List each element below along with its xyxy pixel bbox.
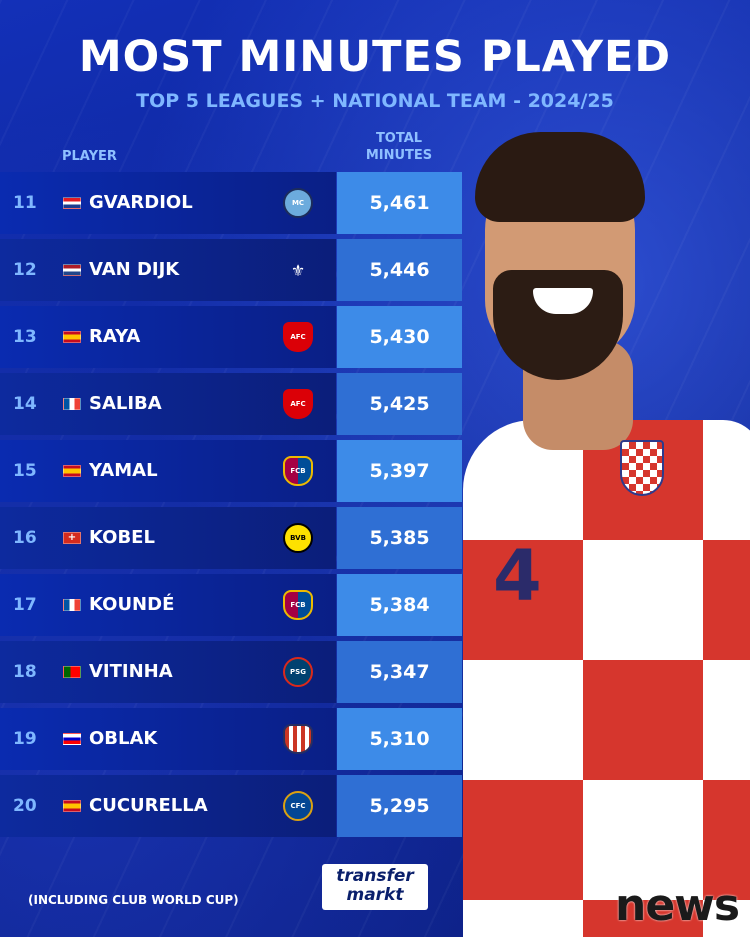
row-player-cell: 14 SALIBA AFC: [0, 373, 336, 435]
row-rank: 18: [13, 662, 37, 682]
row-rank: 11: [13, 193, 37, 213]
row-player-cell: 11 GVARDIOL MC: [0, 172, 336, 234]
shirt-number-graphic: 4: [493, 535, 542, 617]
row-minutes: 5,295: [337, 775, 462, 837]
table-row: 13 RAYA AFC 5,430: [0, 306, 462, 368]
footer-note: (INCLUDING CLUB WORLD CUP): [28, 893, 239, 907]
row-player-name: KOUNDÉ: [89, 594, 175, 615]
row-player-name: GVARDIOL: [89, 192, 193, 213]
barcelona-badge-icon: FCB: [283, 456, 313, 486]
spain-flag-icon: [63, 465, 81, 477]
player-smile: [533, 288, 593, 314]
psg-badge-icon: PSG: [283, 657, 313, 687]
table-row: 16 + KOBEL BVB 5,385: [0, 507, 462, 569]
column-header-total-line2: MINUTES: [365, 148, 433, 163]
row-rank: 15: [13, 461, 37, 481]
arsenal-badge-icon: AFC: [283, 389, 313, 419]
row-minutes: 5,397: [337, 440, 462, 502]
row-minutes: 5,384: [337, 574, 462, 636]
table-row: 15 YAMAL FCB 5,397: [0, 440, 462, 502]
arsenal-badge-icon: AFC: [283, 322, 313, 352]
row-minutes: 5,310: [337, 708, 462, 770]
row-rank: 14: [13, 394, 37, 414]
logo-line1: transfer: [336, 866, 414, 886]
row-rank: 16: [13, 528, 37, 548]
table-row: 11 GVARDIOL MC 5,461: [0, 172, 462, 234]
row-rank: 20: [13, 796, 37, 816]
croatia-flag-icon: [63, 197, 81, 209]
table-row: 18 VITINHA PSG 5,347: [0, 641, 462, 703]
row-player-name: VITINHA: [89, 661, 173, 682]
row-player-cell: 12 VAN DIJK ⚜: [0, 239, 336, 301]
news-watermark: news: [615, 880, 740, 931]
slovenia-flag-icon: [63, 733, 81, 745]
netherlands-flag-icon: [63, 264, 81, 276]
page-title: MOST MINUTES PLAYED: [78, 32, 672, 82]
row-player-name: CUCURELLA: [89, 795, 208, 816]
row-player-cell: 17 KOUNDÉ FCB: [0, 574, 336, 636]
row-player-cell: 18 VITINHA PSG: [0, 641, 336, 703]
row-minutes: 5,385: [337, 507, 462, 569]
row-player-name: OBLAK: [89, 728, 158, 749]
row-rank: 19: [13, 729, 37, 749]
row-player-cell: 15 YAMAL FCB: [0, 440, 336, 502]
row-player-cell: 13 RAYA AFC: [0, 306, 336, 368]
row-minutes: 5,347: [337, 641, 462, 703]
row-player-name: RAYA: [89, 326, 141, 347]
row-player-name: SALIBA: [89, 393, 162, 414]
player-photo: ✓ 4: [455, 120, 750, 937]
row-rank: 13: [13, 327, 37, 347]
row-player-name: VAN DIJK: [89, 259, 180, 280]
swoosh-icon: ✓: [485, 480, 514, 520]
spain-flag-icon: [63, 331, 81, 343]
row-player-cell: 16 + KOBEL BVB: [0, 507, 336, 569]
row-player-cell: 20 CUCURELLA CFC: [0, 775, 336, 837]
row-player-cell: 19 OBLAK: [0, 708, 336, 770]
logo-line2: markt: [346, 885, 404, 905]
barcelona-badge-icon: FCB: [283, 590, 313, 620]
row-rank: 12: [13, 260, 37, 280]
row-minutes: 5,461: [337, 172, 462, 234]
row-rank: 17: [13, 595, 37, 615]
croatia-crest-icon: [620, 440, 664, 496]
atletico-badge-icon: [283, 724, 313, 754]
column-header-total-minutes: TOTAL MINUTES: [350, 130, 448, 164]
liverpool-badge-icon: ⚜: [290, 260, 306, 280]
man-city-badge-icon: MC: [283, 188, 313, 218]
spain-flag-icon: [63, 800, 81, 812]
row-minutes: 5,446: [337, 239, 462, 301]
table-row: 19 OBLAK 5,310: [0, 708, 462, 770]
table-row: 12 VAN DIJK ⚜ 5,446: [0, 239, 462, 301]
france-flag-icon: [63, 398, 81, 410]
table-row: 17 KOUNDÉ FCB 5,384: [0, 574, 462, 636]
chelsea-badge-icon: CFC: [283, 791, 313, 821]
page-subtitle: TOP 5 LEAGUES + NATIONAL TEAM - 2024/25: [136, 90, 614, 112]
table-row: 20 CUCURELLA CFC 5,295: [0, 775, 462, 837]
row-minutes: 5,430: [337, 306, 462, 368]
row-player-name: YAMAL: [89, 460, 158, 481]
transfermarkt-logo: transfer markt: [322, 864, 428, 910]
player-hair: [475, 132, 645, 222]
france-flag-icon: [63, 599, 81, 611]
dortmund-badge-icon: BVB: [283, 523, 313, 553]
table-row: 14 SALIBA AFC 5,425: [0, 373, 462, 435]
croatia-jersey: [463, 420, 750, 937]
row-minutes: 5,425: [337, 373, 462, 435]
column-header-player: PLAYER: [62, 149, 117, 164]
portugal-flag-icon: [63, 666, 81, 678]
row-player-name: KOBEL: [89, 527, 155, 548]
switzerland-flag-icon: +: [63, 532, 81, 544]
column-header-total-line1: TOTAL: [375, 131, 423, 146]
